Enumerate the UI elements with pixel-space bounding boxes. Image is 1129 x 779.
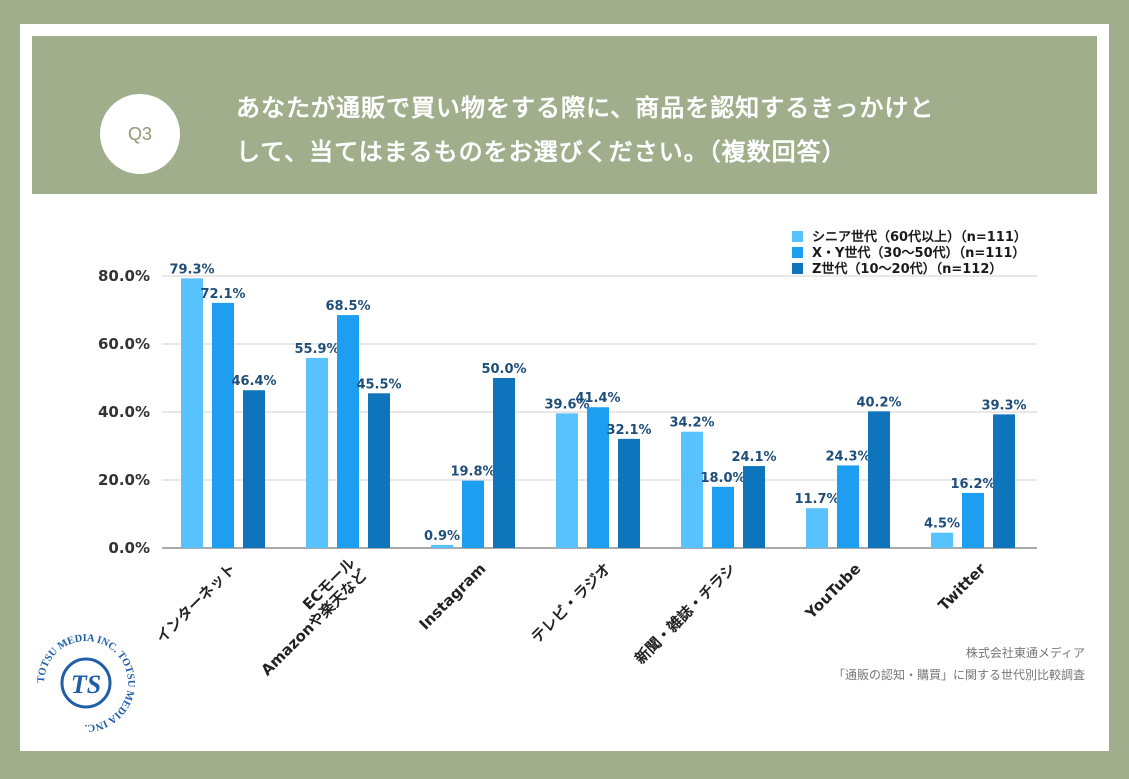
data-label: 39.3% (981, 398, 1026, 413)
legend-swatch (792, 263, 803, 274)
bar (868, 411, 890, 548)
data-label: 45.5% (356, 377, 401, 392)
data-label: 50.0% (481, 362, 526, 377)
bar (337, 315, 359, 548)
bar (681, 431, 703, 548)
data-label: 32.1% (606, 423, 651, 438)
data-label: 46.4% (231, 374, 276, 389)
bar (743, 466, 765, 548)
data-label: 19.8% (450, 465, 495, 480)
bar (243, 390, 265, 548)
x-category-label: テレビ・ラジオ (528, 560, 615, 647)
data-label: 79.3% (169, 262, 214, 277)
question-line-2: して、当てはまるものをお選びください。（複数回答） (236, 138, 847, 166)
logo-emblem (60, 657, 112, 709)
data-label: 24.3% (825, 449, 870, 464)
data-label: 0.9% (424, 529, 460, 544)
x-category-label: ECモールAmazonや楽天など (246, 554, 371, 679)
data-label: 18.0% (700, 471, 745, 486)
data-label: 11.7% (794, 492, 839, 507)
x-category-label-line: Instagram (416, 560, 490, 634)
question-header: Q3 あなたが通販で買い物をする際に、商品を認知するきっかけと して、当てはまる… (32, 36, 1097, 194)
legend-label: X・Y世代（30〜50代）（n=111） (812, 245, 1025, 261)
data-label: 4.5% (924, 517, 960, 532)
bar (993, 414, 1015, 548)
bar (493, 378, 515, 548)
footer-company: 株式会社東通メディア (965, 646, 1085, 660)
x-category-label-line: Amazonや楽天など (258, 566, 371, 679)
logo-mark: TS (71, 670, 101, 699)
data-label: 40.2% (856, 395, 901, 410)
bar (587, 407, 609, 548)
data-label: 24.1% (731, 450, 776, 465)
x-category-label-line: Twitter (935, 559, 990, 614)
legend-label: Z世代（10〜20代）（n=112） (812, 261, 1002, 277)
bar (462, 480, 484, 548)
bar (962, 492, 984, 548)
y-tick-label: 80.0% (98, 267, 150, 285)
legend-label: シニア世代（60代以上）（n=111） (812, 229, 1027, 245)
x-category-label: 新聞・雑誌・チラシ (631, 560, 739, 668)
bar (212, 302, 234, 548)
bar (806, 508, 828, 548)
x-category-label-line: テレビ・ラジオ (528, 560, 615, 647)
bar (181, 278, 203, 548)
data-label: 16.2% (950, 477, 995, 492)
data-label: 72.1% (200, 287, 245, 302)
company-logo: TOTSU MEDIA INC. TOTSU MEDIA INC. TS (36, 633, 136, 733)
card: Q3 あなたが通販で買い物をする際に、商品を認知するきっかけと して、当てはまる… (20, 24, 1109, 751)
bar (837, 465, 859, 548)
bar (618, 438, 640, 548)
question-text: あなたが通販で買い物をする際に、商品を認知するきっかけと して、当てはまるものを… (236, 86, 1036, 174)
x-category-label-line: 新聞・雑誌・チラシ (631, 560, 739, 668)
y-tick-label: 0.0% (108, 539, 150, 557)
x-category-label-line: インターネット (152, 560, 239, 647)
data-label: 34.2% (669, 416, 714, 431)
question-badge: Q3 (100, 94, 180, 174)
question-line-1: あなたが通販で買い物をする際に、商品を認知するきっかけと (236, 94, 935, 122)
y-tick-label: 60.0% (98, 335, 150, 353)
data-label: 39.6% (544, 397, 589, 412)
y-tick-label: 40.0% (98, 403, 150, 421)
footer-survey: 「通販の認知・購買」に関する世代別比較調査 (832, 668, 1085, 682)
data-label: 41.4% (575, 391, 620, 406)
bar (712, 486, 734, 548)
x-category-label: Instagram (416, 560, 490, 634)
data-label: 68.5% (325, 299, 370, 314)
legend-swatch (792, 247, 803, 258)
x-category-label: インターネット (152, 560, 239, 647)
bar (931, 532, 953, 548)
x-category-label: YouTube (801, 560, 864, 623)
data-label: 55.9% (294, 342, 339, 357)
bar (556, 413, 578, 548)
legend-swatch (792, 231, 803, 242)
x-category-label-line: YouTube (801, 560, 864, 623)
bar (431, 544, 453, 548)
bar (306, 357, 328, 548)
y-tick-label: 20.0% (98, 471, 150, 489)
x-category-label: Twitter (935, 559, 990, 614)
bar (368, 393, 390, 548)
